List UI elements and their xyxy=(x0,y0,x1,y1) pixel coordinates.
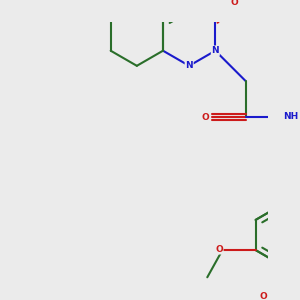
Text: O: O xyxy=(202,113,210,122)
Text: O: O xyxy=(260,292,267,300)
Text: N: N xyxy=(185,61,193,70)
Text: NH: NH xyxy=(284,112,298,121)
Text: O: O xyxy=(230,0,238,8)
Text: O: O xyxy=(215,245,223,254)
Text: N: N xyxy=(212,46,219,55)
